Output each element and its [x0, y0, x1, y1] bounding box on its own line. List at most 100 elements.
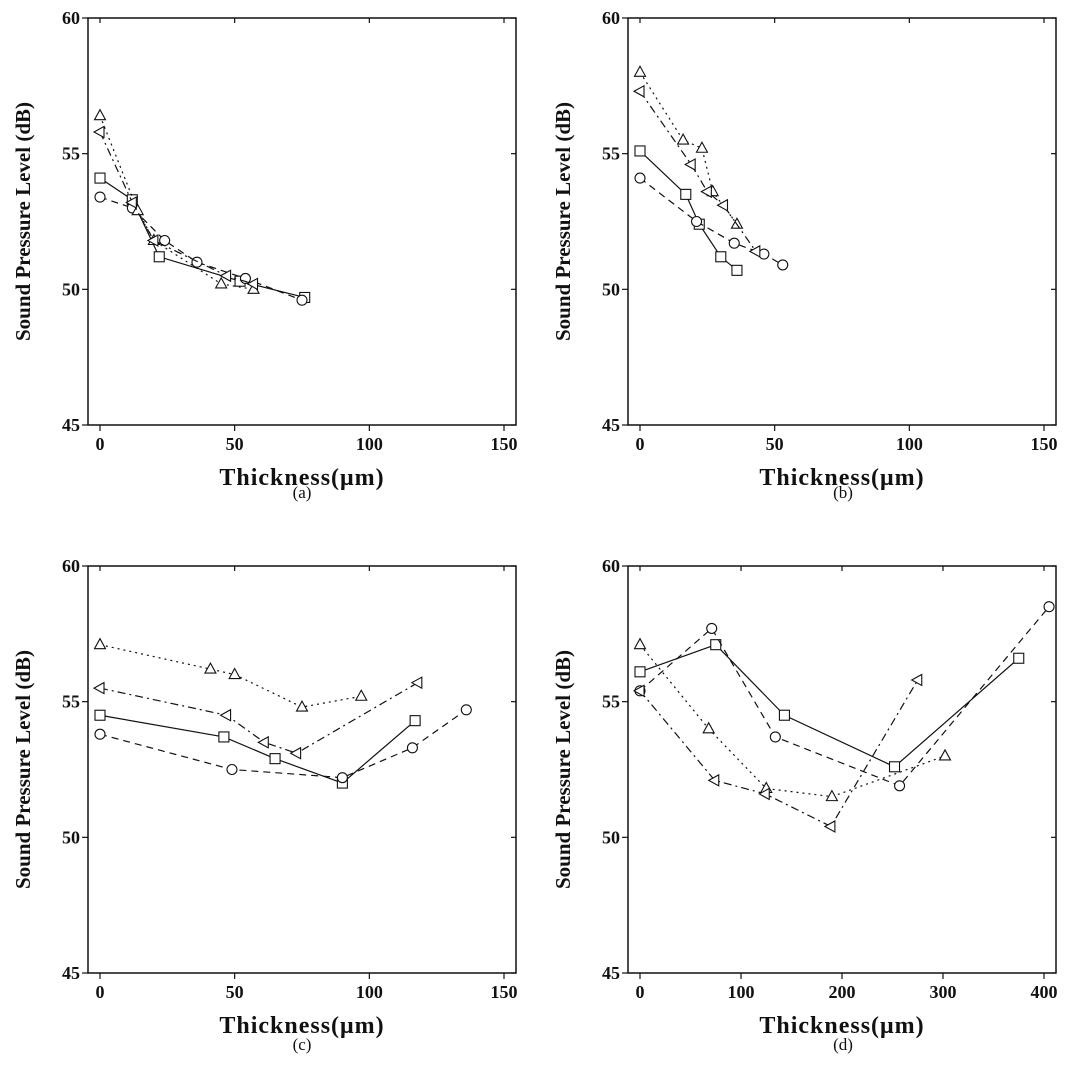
- data-point: [214, 276, 228, 289]
- series-triangle-up: [93, 637, 368, 712]
- data-point: [632, 84, 645, 98]
- y-tick-label: 55: [602, 692, 620, 712]
- x-axis-label: Thickness(μm): [219, 1013, 384, 1039]
- data-point: [778, 709, 790, 721]
- data-point: [758, 787, 770, 801]
- data-point: [707, 773, 720, 787]
- data-point: [680, 188, 692, 200]
- data-point: [94, 172, 106, 184]
- data-point: [894, 780, 906, 792]
- data-point: [1013, 652, 1025, 664]
- data-point: [246, 277, 259, 291]
- series-line: [99, 115, 254, 290]
- y-tick-label: 50: [62, 827, 80, 847]
- data-point: [777, 259, 789, 271]
- data-point: [354, 689, 368, 701]
- data-point: [634, 145, 646, 157]
- data-point: [910, 673, 923, 687]
- x-tick-label: 0: [636, 434, 645, 454]
- data-point: [716, 198, 729, 212]
- x-tick-label: 0: [96, 982, 105, 1002]
- data-point: [633, 65, 647, 77]
- data-point: [269, 753, 281, 765]
- data-point: [728, 237, 740, 249]
- x-tick-label: 150: [1031, 434, 1058, 454]
- data-point: [700, 185, 712, 199]
- data-point: [406, 742, 418, 754]
- series-circle: [634, 601, 1055, 792]
- series-line: [639, 643, 1020, 768]
- plot-frame: [627, 565, 1057, 974]
- y-axis-label: Sound Pressure Level (dB): [551, 650, 575, 889]
- x-axis-label: Thickness(μm): [759, 465, 924, 491]
- y-tick-label: 45: [62, 415, 80, 435]
- series-line: [639, 644, 946, 798]
- y-tick-label: 50: [602, 279, 620, 299]
- x-axis-label: Thickness(μm): [759, 1013, 924, 1039]
- data-point: [146, 234, 159, 247]
- data-point: [632, 684, 645, 698]
- series-circle: [634, 172, 789, 271]
- panel-d: 45 50 55 60 0 100 200 300 400 Thickness(μm) Sound …: [551, 556, 1058, 1054]
- plot-frame: [87, 565, 517, 974]
- y-tick-label: 55: [602, 144, 620, 164]
- data-point: [676, 132, 690, 145]
- data-point: [296, 294, 308, 306]
- panel-b: 45 50 55 60 0 50 100 150 Thickness(μm) Sound Pres…: [551, 8, 1058, 502]
- series-triangle-up: [93, 108, 260, 294]
- series-triangle-left: [92, 676, 423, 760]
- data-point: [684, 158, 696, 171]
- y-axis-label: Sound Pressure Level (dB): [11, 650, 35, 889]
- x-tick-label: 300: [930, 982, 957, 1002]
- y-tick-label: 55: [62, 144, 80, 164]
- panel-caption: (b): [833, 483, 853, 502]
- data-point: [191, 256, 203, 268]
- series-line: [639, 606, 1050, 787]
- panel-c: 45 50 55 60 0 50 100 150 Thickness(μm) Sound Pres…: [11, 556, 518, 1054]
- series-square: [634, 639, 1025, 773]
- series-line: [99, 131, 254, 285]
- data-point: [203, 661, 217, 674]
- data-point: [93, 637, 107, 650]
- data-point: [257, 735, 269, 749]
- panel-caption: (c): [293, 1035, 312, 1054]
- y-tick-label: 60: [602, 556, 620, 576]
- data-point: [289, 746, 302, 760]
- series-circle: [94, 704, 472, 784]
- x-tick-label: 100: [728, 982, 755, 1002]
- y-tick-label: 45: [602, 415, 620, 435]
- series-line: [99, 714, 416, 784]
- y-tick-label: 55: [62, 692, 80, 712]
- x-tick-label: 400: [1031, 982, 1058, 1002]
- data-point: [295, 699, 309, 712]
- data-point: [633, 637, 647, 650]
- data-point: [823, 820, 836, 833]
- y-tick-label: 60: [62, 8, 80, 28]
- series-circle: [94, 191, 308, 306]
- y-axis-label: Sound Pressure Level (dB): [11, 102, 35, 341]
- data-point: [706, 622, 718, 634]
- panel-caption: (d): [833, 1035, 853, 1054]
- data-point: [409, 715, 421, 727]
- x-tick-label: 100: [356, 434, 383, 454]
- data-point: [92, 125, 105, 139]
- data-point: [731, 264, 743, 276]
- x-tick-label: 0: [636, 982, 645, 1002]
- panel-a: 45 50 55 60 0 50 100 150 Thickness(μm) Sound Pres…: [11, 8, 518, 502]
- series-triangle-up: [633, 637, 952, 802]
- data-point: [938, 748, 952, 761]
- data-point: [94, 728, 106, 740]
- data-point: [825, 789, 839, 802]
- x-tick-label: 50: [226, 434, 244, 454]
- panel-caption: (a): [293, 483, 312, 502]
- data-point: [758, 248, 770, 260]
- x-tick-label: 50: [226, 982, 244, 1002]
- data-point: [410, 676, 423, 690]
- data-point: [634, 666, 646, 678]
- data-point: [702, 721, 716, 734]
- data-point: [228, 667, 242, 680]
- x-tick-label: 150: [491, 434, 518, 454]
- data-point: [715, 251, 727, 263]
- y-tick-label: 50: [602, 827, 620, 847]
- data-point: [460, 704, 472, 716]
